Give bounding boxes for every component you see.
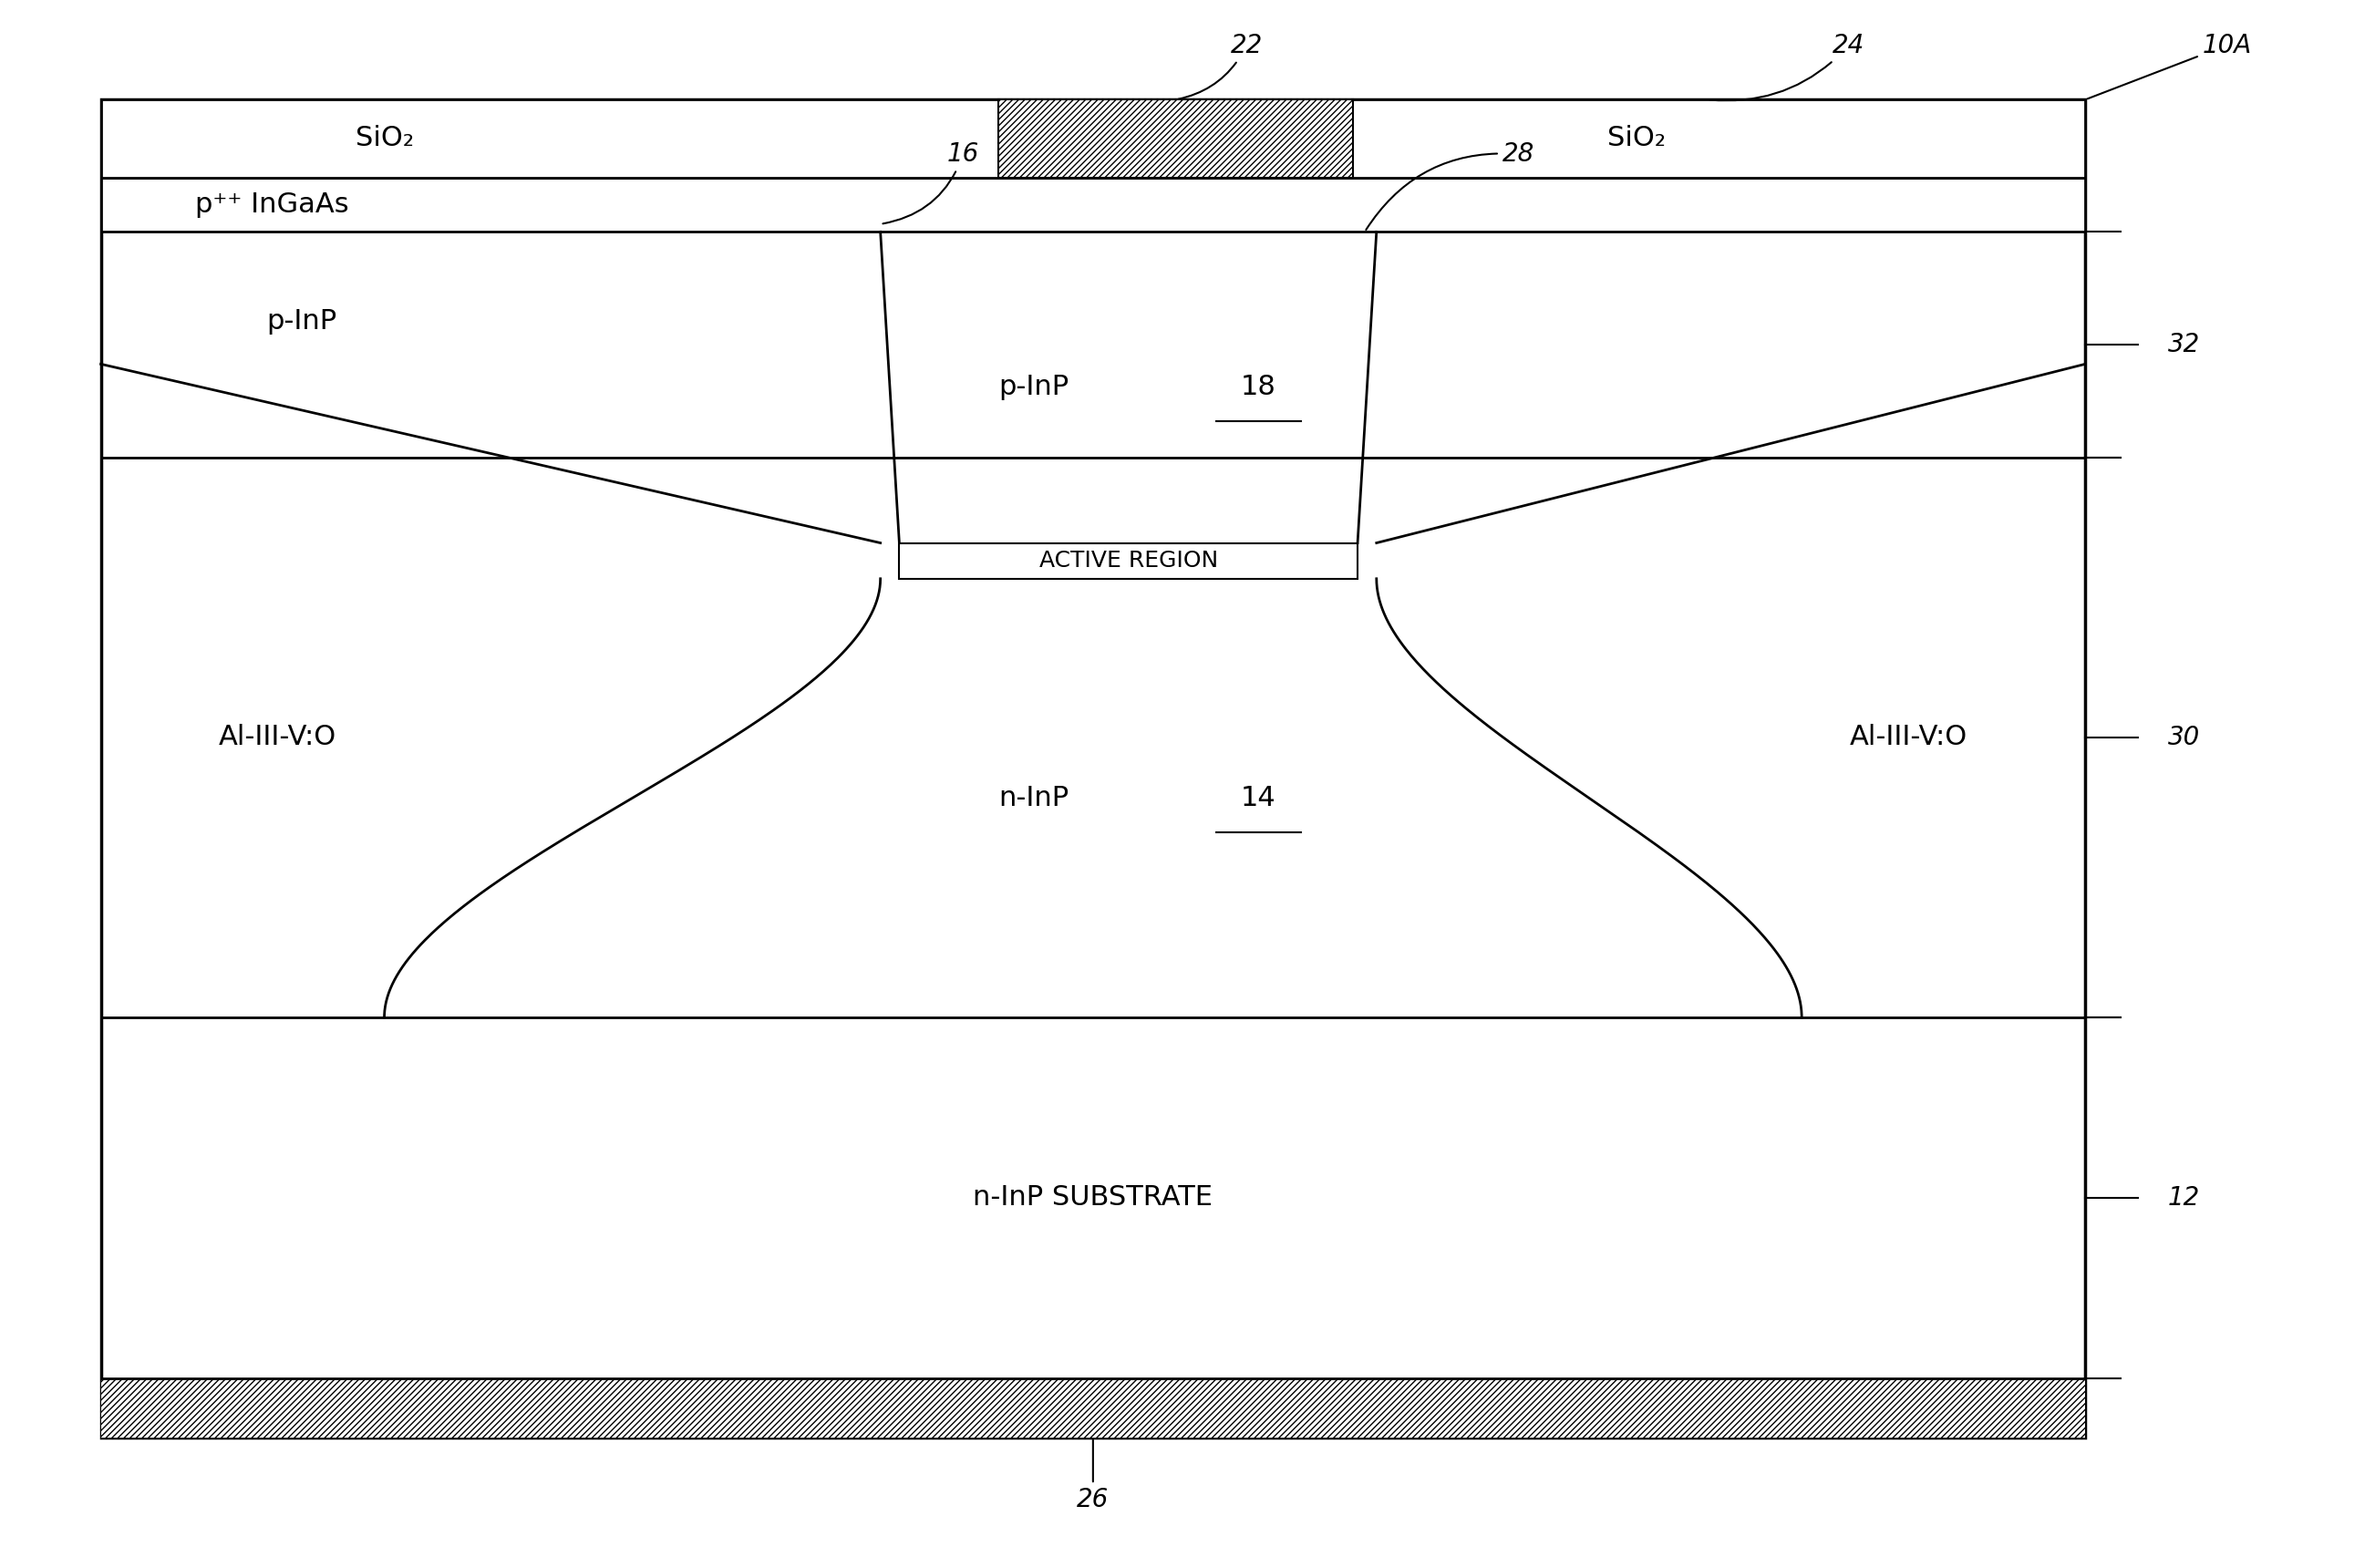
- Text: p-InP: p-InP: [266, 307, 337, 334]
- Text: SiO₂: SiO₂: [356, 125, 413, 152]
- Text: n-InP SUBSTRATE: n-InP SUBSTRATE: [974, 1184, 1214, 1210]
- Text: ACTIVE REGION: ACTIVE REGION: [1038, 550, 1218, 572]
- Text: 30: 30: [2168, 724, 2199, 750]
- Text: 14: 14: [1240, 784, 1275, 811]
- Text: 28: 28: [1366, 141, 1534, 230]
- Text: 12: 12: [2168, 1185, 2199, 1210]
- Text: p-InP: p-InP: [1000, 375, 1069, 400]
- Bar: [100, 100, 2085, 177]
- Bar: [997, 100, 1354, 177]
- Text: SiO₂: SiO₂: [1608, 125, 1665, 152]
- Text: 32: 32: [2168, 332, 2199, 358]
- Bar: [100, 177, 2085, 232]
- Text: 22: 22: [1178, 33, 1264, 99]
- Bar: [100, 100, 2085, 1438]
- Text: n-InP: n-InP: [1000, 784, 1069, 811]
- Text: Al-III-V:O: Al-III-V:O: [1850, 724, 1966, 751]
- Text: 26: 26: [1076, 1439, 1109, 1512]
- Text: Al-III-V:O: Al-III-V:O: [218, 724, 337, 751]
- Text: 16: 16: [883, 141, 978, 224]
- Bar: [100, 1378, 2085, 1438]
- Text: 18: 18: [1240, 375, 1275, 400]
- Text: 24: 24: [1710, 33, 1864, 100]
- Bar: [900, 543, 1358, 579]
- Text: 10A: 10A: [2088, 33, 2252, 99]
- Text: p⁺⁺ InGaAs: p⁺⁺ InGaAs: [195, 191, 349, 218]
